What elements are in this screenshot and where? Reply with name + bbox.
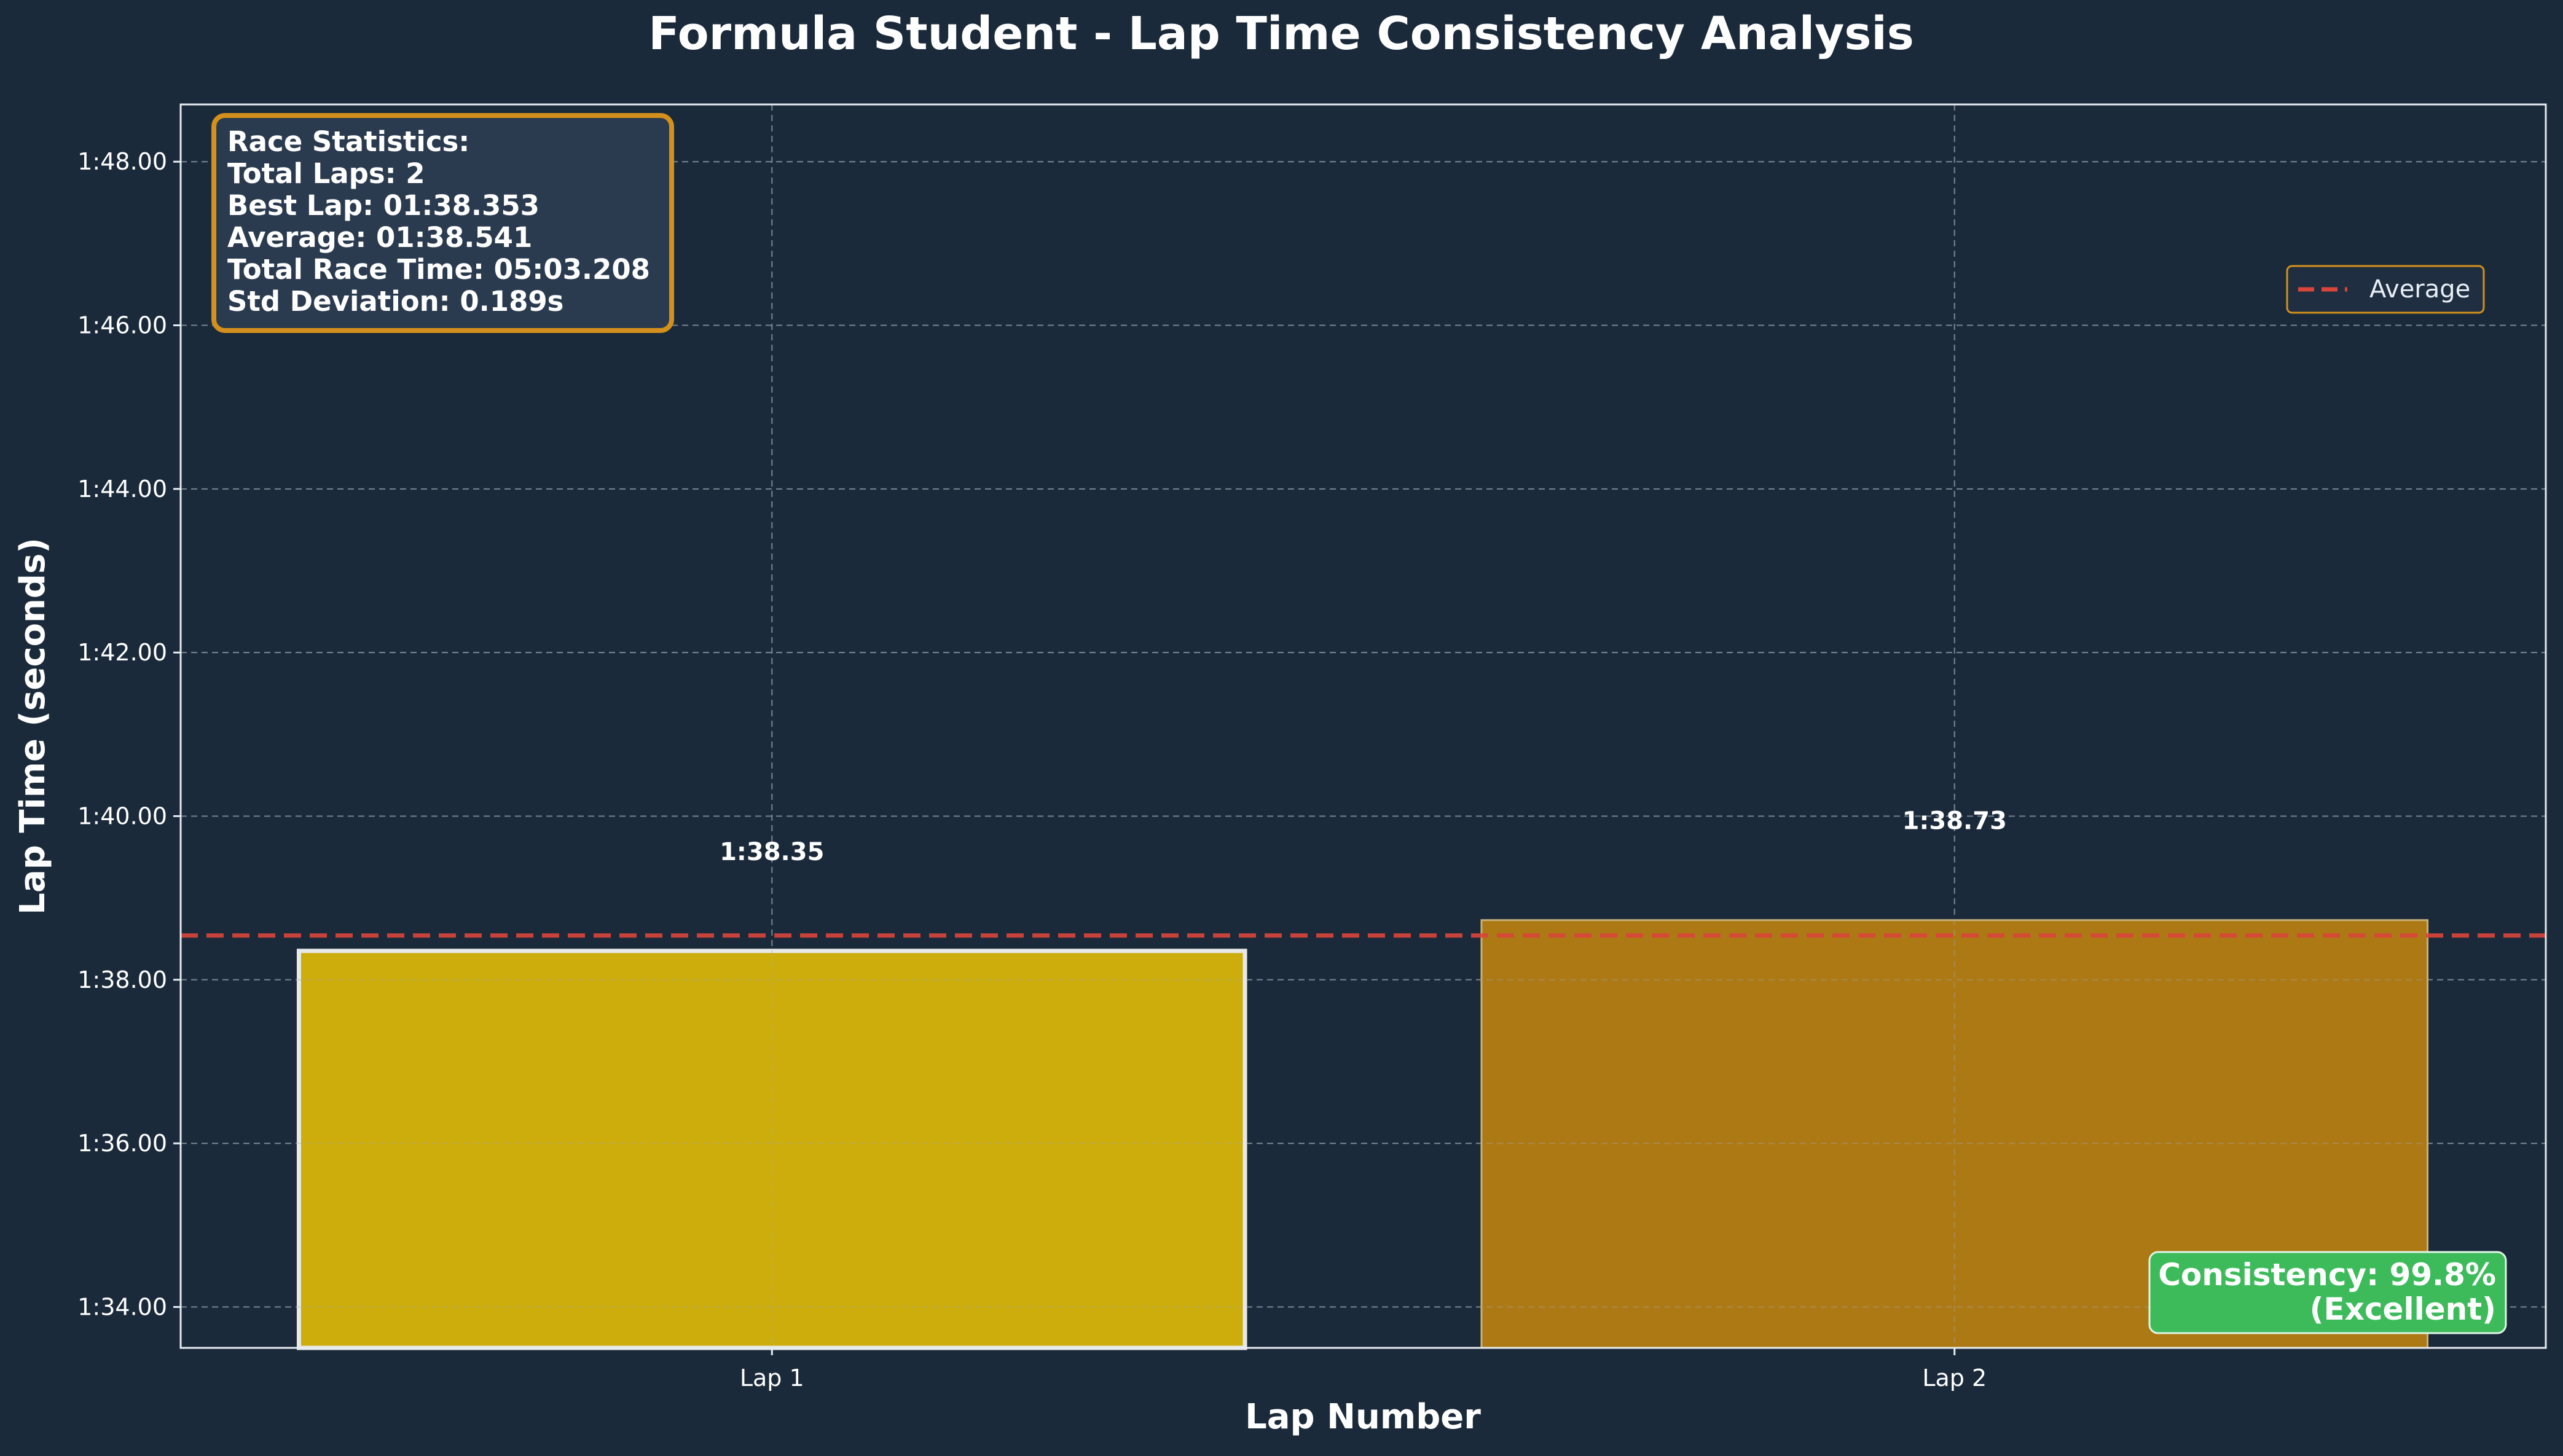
y-tick-label: 1:38.00 <box>77 966 167 993</box>
stats-box-frame <box>211 113 674 333</box>
y-tick-label: 1:40.00 <box>77 802 167 829</box>
x-axis-label: Lap Number <box>1245 1397 1481 1437</box>
stats-line: Total Laps: 2 <box>227 157 425 190</box>
y-tick-label: 1:34.00 <box>77 1293 167 1320</box>
stats-line: Best Lap: 01:38.353 <box>227 189 540 222</box>
plot-frame <box>179 103 2547 1349</box>
y-tick-label: 1:48.00 <box>77 148 167 175</box>
y-tick-label: 1:44.00 <box>77 476 167 503</box>
consistency-box: Consistency: 99.8%(Excellent) <box>2148 1251 2507 1334</box>
legend-frame <box>2286 265 2485 314</box>
y-tick-label: 1:42.00 <box>77 639 167 666</box>
legend: Average <box>2286 265 2485 314</box>
stats-line: Average: 01:38.541 <box>227 221 532 254</box>
legend-entry-average: Average <box>2369 275 2470 303</box>
stats-line: Total Race Time: 05:03.208 <box>227 253 650 286</box>
consistency-box-frame <box>2148 1251 2507 1334</box>
x-tick-label: Lap 2 <box>1922 1364 1987 1391</box>
x-tick-label: Lap 1 <box>740 1364 804 1391</box>
ticks-layer: 1:34.00 1:36.00 1:38.00 1:40.00 1:42.00 1:44.… <box>77 148 1987 1391</box>
stats-line: Race Statistics: <box>227 125 469 158</box>
y-axis-label: Lap Time (seconds) <box>13 538 53 915</box>
consistency-line: Consistency: 99.8% <box>2158 1257 2496 1293</box>
bar-value-label: 1:38.73 <box>1902 807 2007 836</box>
y-tick-label: 1:46.00 <box>77 312 167 339</box>
value-labels-layer: 1:38.35 1:38.73 <box>720 807 2007 866</box>
stats-line: Std Deviation: 0.189s <box>227 285 563 318</box>
consistency-line: (Excellent) <box>2310 1291 2496 1327</box>
chart-title: Formula Student - Lap Time Consistency A… <box>648 7 1914 60</box>
bar-value-label: 1:38.35 <box>720 838 824 866</box>
y-tick-label: 1:36.00 <box>77 1130 167 1157</box>
